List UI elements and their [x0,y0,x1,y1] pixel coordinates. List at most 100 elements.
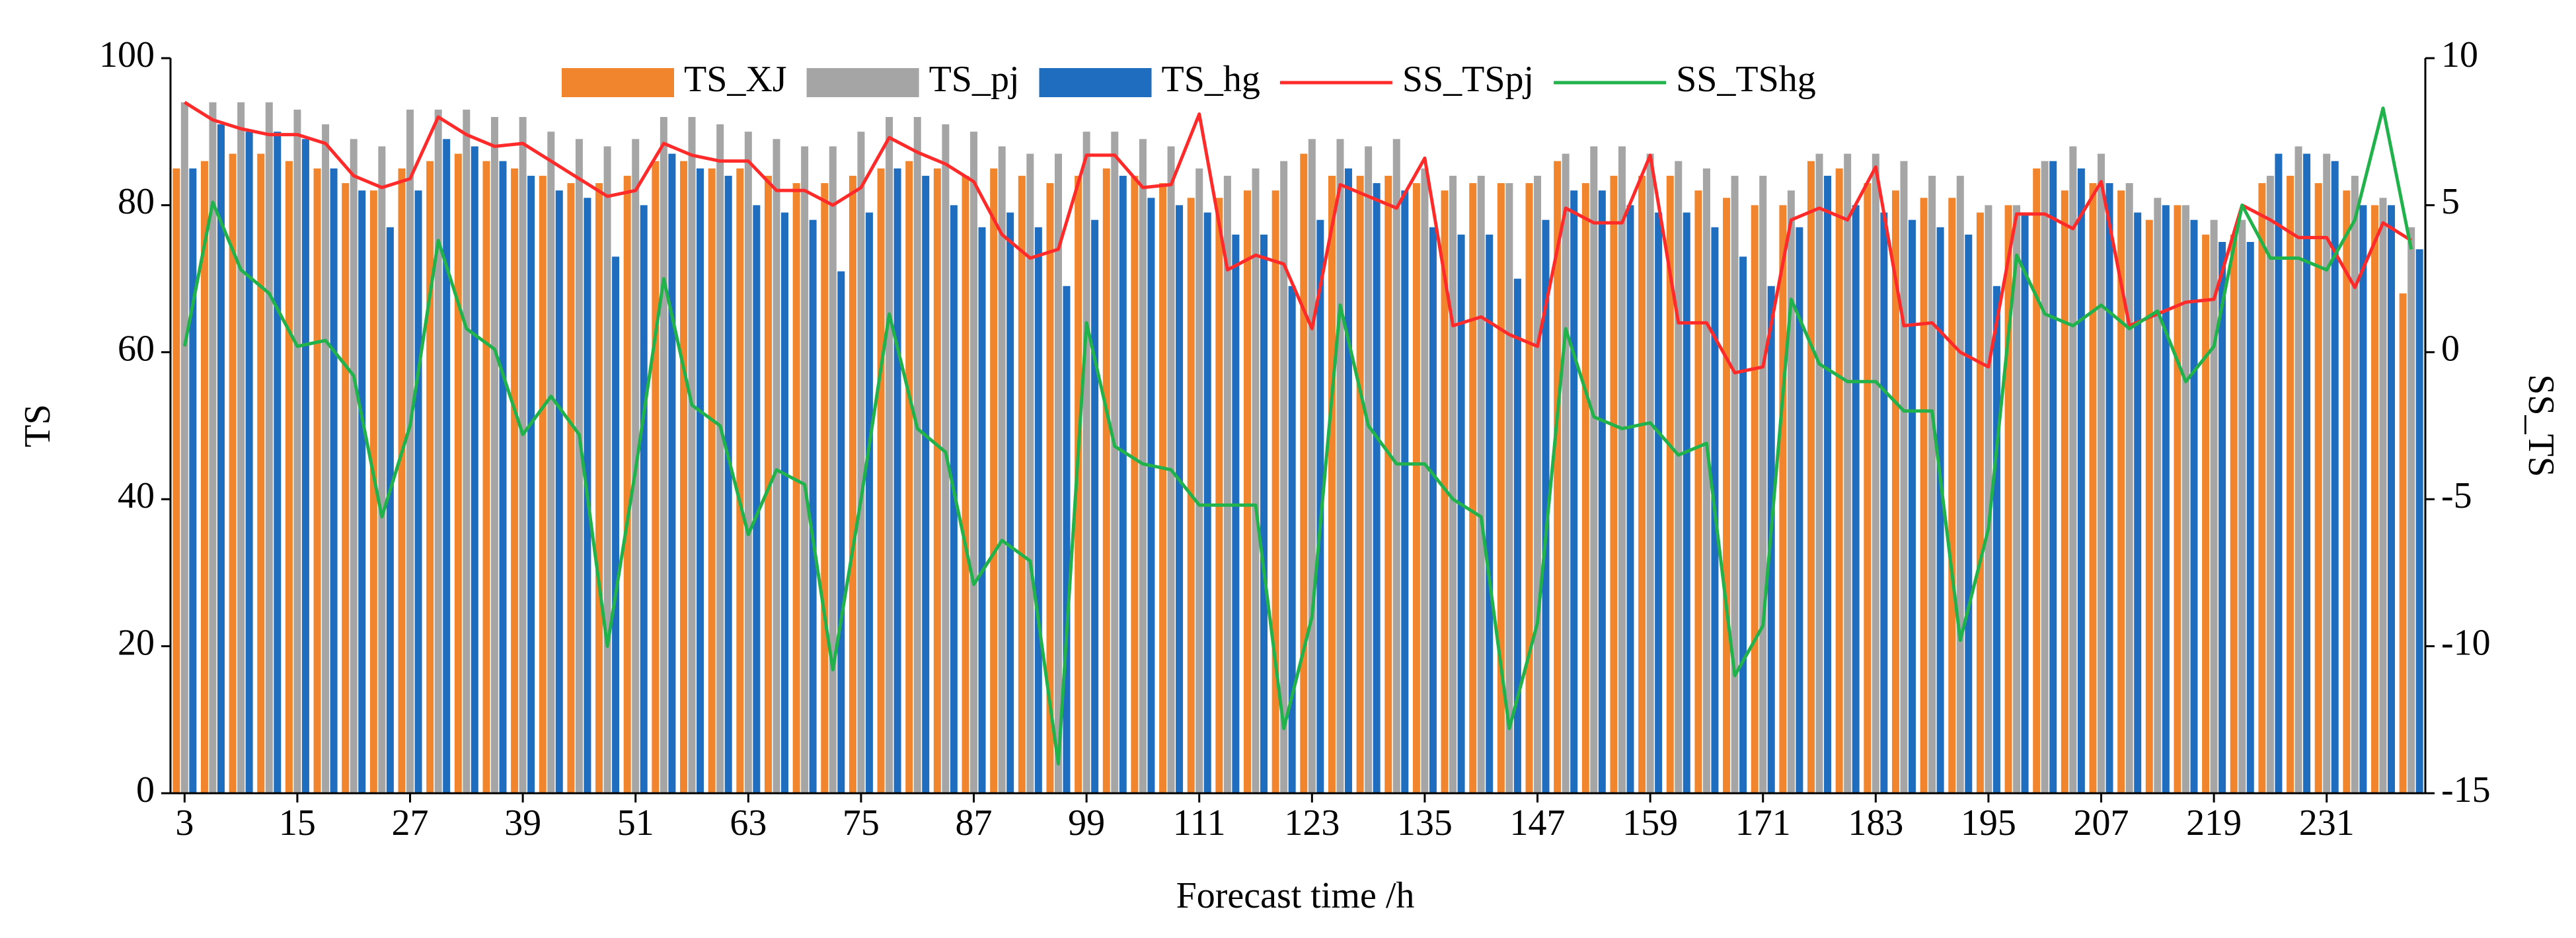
bar [801,146,809,793]
bar [1796,227,1803,793]
bar [1119,175,1127,793]
bar [217,124,225,793]
bar [237,102,245,794]
bar [555,190,563,793]
bar [2004,205,2012,793]
bar [519,116,527,793]
bar [1469,183,1477,793]
bar [1392,139,1400,793]
bar [849,175,856,793]
legend-label: SS_TShg [1676,59,1816,100]
bar [567,183,575,793]
bar [1046,183,1054,793]
bar [1694,190,1702,793]
bar [490,116,498,793]
bar [1751,205,1759,793]
bar [209,102,217,794]
bar [1525,183,1533,793]
bar [603,146,611,793]
bar [293,109,301,794]
bar [2303,153,2311,793]
bar [1147,198,1155,793]
bar [821,183,829,793]
bar [1063,286,1071,794]
bar [1880,212,1888,793]
bar [2246,242,2254,793]
bar [962,175,969,793]
bar [623,175,631,793]
bar [2098,153,2105,793]
bar [990,168,998,794]
bar [245,132,253,793]
bar [330,168,338,794]
bar [1356,175,1364,793]
bar [708,168,716,794]
bar [1111,132,1119,793]
bar [2145,219,2153,793]
bar [1034,227,1042,793]
bar [893,168,901,794]
bar [1581,183,1589,793]
x-tick-label: 99 [1068,802,1105,843]
bar [1176,205,1184,793]
bar [1844,153,1852,793]
bar [764,175,772,793]
bar [443,139,451,793]
bar [1365,146,1373,793]
bar [2343,190,2351,793]
bar [511,168,519,794]
bar [1082,132,1090,793]
bar [716,124,724,793]
bar [978,227,986,793]
bar [1486,234,1494,793]
y-tick-label: 0 [136,769,155,810]
y-tick-label: 40 [118,475,155,516]
bar [189,168,197,794]
x-tick-label: 207 [2074,802,2129,843]
bar [1159,183,1167,793]
bar [1610,175,1618,793]
bar [1992,286,2000,794]
bar [1091,219,1099,793]
bar [180,102,188,794]
bar [1626,205,1634,793]
bar [1807,161,1815,793]
y2-tick-label: 0 [2441,329,2460,370]
bar [172,168,180,794]
bar [1731,175,1739,793]
bar [697,168,704,794]
bar [1131,175,1139,793]
bar [688,116,696,793]
bar [1344,168,1352,794]
bar [1252,168,1260,794]
bar [2388,205,2396,793]
bar [1646,153,1654,793]
bar [342,183,350,793]
x-tick-label: 87 [956,802,993,843]
bar [1891,190,1899,793]
bar [1441,190,1449,793]
bar [1920,198,1928,793]
line-series [183,100,2413,375]
bar [1675,161,1683,793]
bar [1542,219,1550,793]
bar [660,116,667,793]
line-series [182,106,2413,766]
bar [1928,175,1936,793]
bar [2351,175,2359,793]
bar [322,124,330,793]
bar [1835,168,1843,794]
bar [865,212,873,793]
bar [2134,212,2142,793]
bar [913,116,921,793]
bar [1554,161,1562,793]
bar [1965,234,1973,793]
bar [1139,139,1147,793]
bar [612,256,620,793]
bar [792,183,800,793]
bar [2021,212,2029,793]
bar [2069,146,2077,793]
bar [575,139,583,793]
bar [809,219,817,793]
bar [539,175,547,793]
